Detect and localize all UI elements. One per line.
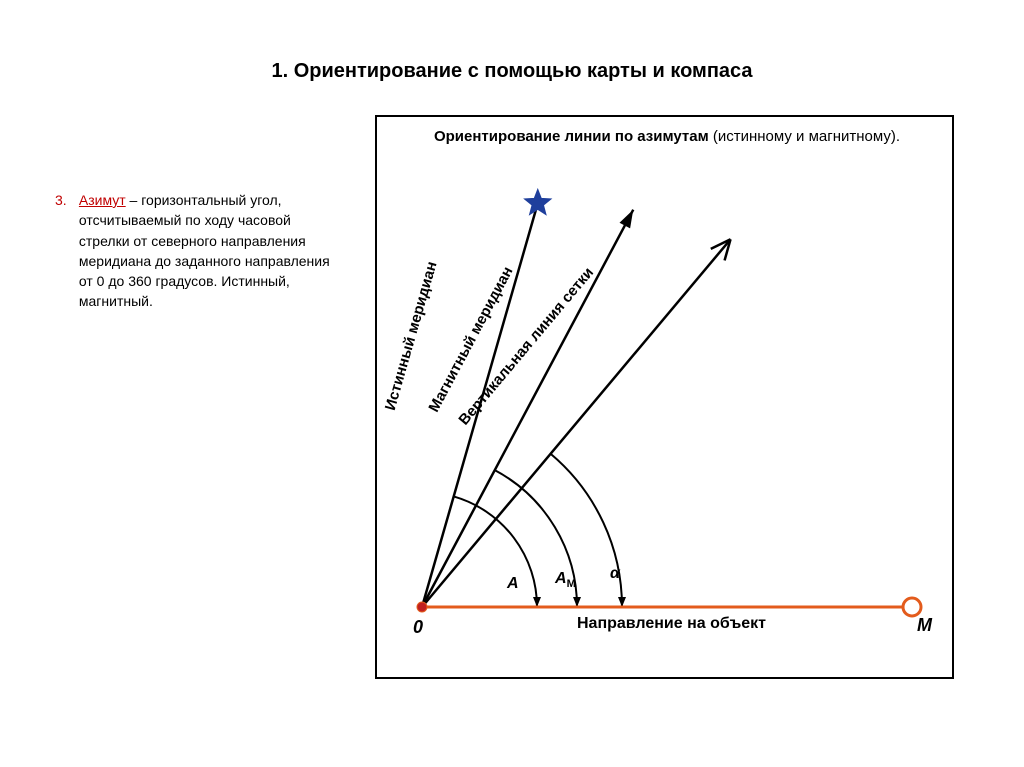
angle-label-2: α (610, 565, 620, 583)
definition-text: – горизонтальный угол, отсчитываемый по … (79, 192, 330, 309)
horizontal-label: Направление на объект (577, 615, 766, 633)
definition-number: 3. (55, 190, 75, 210)
definition-block: 3. Азимут – горизонтальный угол, отсчиты… (55, 190, 355, 312)
angle-label-1: АМ (555, 570, 576, 590)
page-title: 1. Ориентирование с помощью карты и комп… (0, 60, 1024, 83)
definition-term: Азимут (79, 192, 126, 208)
angle-label-0: А (507, 575, 519, 593)
diagram-svg (377, 117, 952, 677)
origin-label: 0 (413, 617, 423, 638)
diagram-frame: Ориентирование линии по азимутам (истинн… (375, 115, 954, 679)
target-label: М (917, 615, 932, 636)
